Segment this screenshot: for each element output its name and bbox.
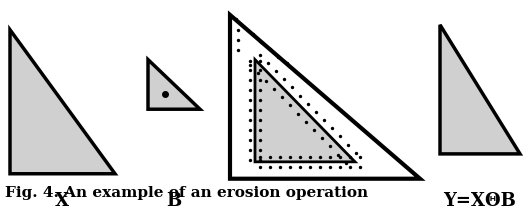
Point — [246, 69, 254, 72]
Point — [342, 161, 350, 164]
Point — [356, 165, 364, 169]
Polygon shape — [148, 60, 200, 109]
Point — [346, 155, 354, 159]
Point — [256, 59, 264, 62]
Point — [266, 47, 274, 50]
Point — [256, 69, 264, 72]
Point — [294, 112, 302, 115]
Point — [356, 155, 364, 159]
Point — [336, 135, 344, 138]
Point — [352, 151, 360, 155]
Point — [306, 165, 314, 169]
Point — [256, 79, 264, 82]
Point — [256, 88, 264, 92]
Point — [234, 38, 242, 41]
Point — [286, 165, 294, 169]
Point — [234, 48, 242, 52]
Point — [256, 99, 264, 102]
Point — [344, 143, 352, 146]
Point — [256, 165, 264, 169]
Point — [256, 148, 264, 152]
Point — [257, 40, 265, 44]
Text: Fig. 4. An example of an erosion operation: Fig. 4. An example of an erosion operati… — [5, 186, 369, 200]
Polygon shape — [10, 30, 115, 174]
Point — [288, 86, 296, 89]
Point — [282, 62, 291, 65]
Point — [312, 110, 320, 114]
Point — [326, 144, 334, 148]
Point — [246, 158, 254, 162]
Point — [336, 155, 344, 159]
Polygon shape — [230, 15, 420, 179]
Point — [278, 95, 286, 99]
Point — [266, 155, 274, 159]
Point — [334, 153, 342, 156]
Point — [306, 155, 314, 159]
Point — [256, 118, 264, 122]
Point — [246, 63, 254, 66]
Point — [310, 128, 318, 132]
Point — [304, 102, 312, 106]
Point — [246, 99, 254, 102]
Point — [246, 138, 254, 142]
Point — [248, 32, 257, 36]
Point — [270, 87, 278, 91]
Point — [256, 128, 264, 132]
Point — [246, 128, 254, 132]
Point — [256, 138, 264, 142]
Text: B: B — [166, 192, 182, 210]
Point — [286, 155, 294, 159]
Point — [256, 108, 264, 112]
Point — [239, 25, 248, 29]
Point — [286, 104, 294, 107]
Point — [256, 155, 264, 159]
Point — [272, 69, 280, 73]
Point — [264, 61, 272, 65]
Polygon shape — [440, 25, 520, 154]
Point — [246, 108, 254, 112]
Point — [234, 28, 242, 32]
Point — [328, 126, 336, 130]
Point — [246, 88, 254, 92]
Text: Y=XΘB: Y=XΘB — [444, 192, 516, 210]
Point — [318, 136, 326, 140]
Point — [262, 79, 270, 83]
Point — [254, 71, 262, 75]
Point — [296, 94, 304, 97]
Point — [280, 77, 288, 81]
Point — [246, 79, 254, 82]
Point — [336, 165, 344, 169]
Point — [231, 17, 240, 21]
Point — [276, 155, 284, 159]
Point — [256, 158, 264, 162]
Point — [296, 155, 304, 159]
Point — [302, 120, 310, 124]
Text: X: X — [55, 192, 69, 210]
Point — [316, 165, 324, 169]
Point — [266, 165, 274, 169]
Polygon shape — [255, 60, 355, 162]
Point — [246, 59, 254, 62]
Point — [274, 55, 282, 58]
Point — [296, 165, 304, 169]
Point — [290, 69, 299, 73]
Point — [316, 155, 324, 159]
Point — [246, 148, 254, 152]
Point — [246, 118, 254, 122]
Point — [346, 165, 354, 169]
Point — [276, 165, 284, 169]
Point — [320, 118, 328, 122]
Point — [326, 165, 334, 169]
Point — [326, 155, 334, 159]
Point — [256, 53, 264, 56]
